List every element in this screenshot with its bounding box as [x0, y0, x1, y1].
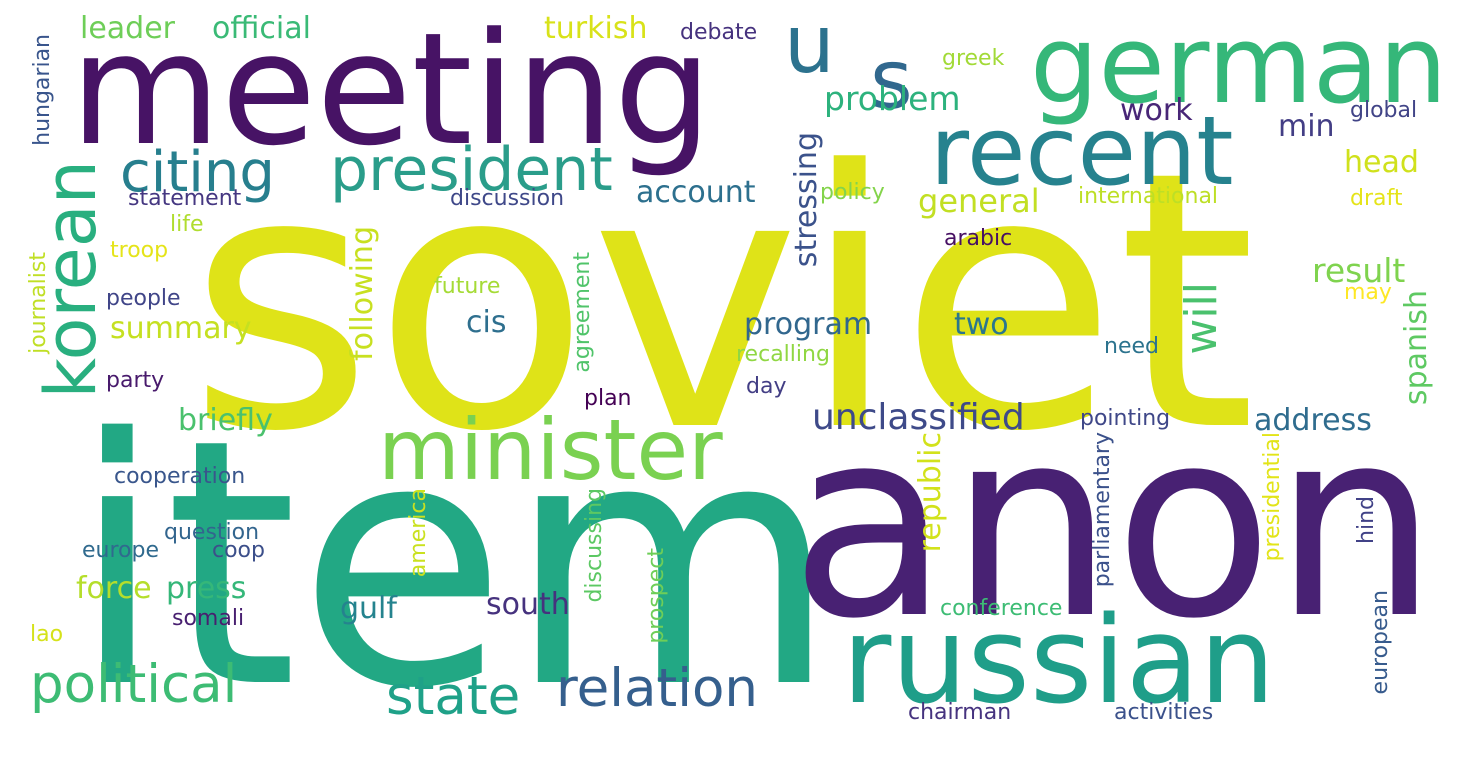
- word-official: official: [212, 11, 311, 46]
- word-state: state: [386, 666, 521, 727]
- word-soviet: soviet: [188, 95, 1257, 509]
- word-result: result: [1312, 251, 1406, 290]
- word-parliamentary: parliamentary: [1090, 432, 1115, 588]
- word-journalist: journalist: [26, 252, 51, 354]
- word-cis: cis: [466, 305, 507, 340]
- word-work: work: [1120, 93, 1193, 128]
- word-statement: statement: [128, 186, 242, 211]
- word-plan: plan: [584, 386, 632, 411]
- word-s: s: [870, 33, 913, 128]
- word-cloud: soviet item anon meeting german russian …: [26, 0, 1448, 763]
- word-political: political: [30, 654, 238, 715]
- word-min: min: [1278, 109, 1335, 144]
- word-president: president: [330, 135, 613, 205]
- word-republic: republic: [913, 432, 948, 553]
- word-day: day: [746, 374, 787, 399]
- word-discussion: discussion: [450, 186, 565, 211]
- word-activities: activities: [1114, 700, 1214, 725]
- word-coop: coop: [212, 538, 265, 563]
- word-summary: summary: [110, 311, 252, 346]
- word-greek: greek: [942, 46, 1005, 71]
- word-will: will: [1176, 282, 1227, 355]
- word-unclassified: unclassified: [812, 397, 1025, 438]
- word-item: item: [70, 367, 839, 763]
- word-agreement: agreement: [570, 252, 595, 373]
- word-program: program: [744, 307, 873, 342]
- word-america: america: [406, 488, 431, 578]
- word-global: global: [1350, 98, 1418, 123]
- word-somali: somali: [172, 606, 245, 631]
- word-recalling: recalling: [736, 342, 830, 367]
- word-general: general: [918, 182, 1040, 220]
- word-chairman: chairman: [908, 700, 1012, 725]
- word-discussing: discussing: [582, 488, 607, 603]
- word-minister: minister: [378, 401, 723, 499]
- word-two: two: [954, 307, 1009, 342]
- word-question: question: [164, 520, 260, 545]
- word-need: need: [1104, 334, 1159, 359]
- word-anon: anon: [790, 374, 1438, 676]
- word-lao: lao: [30, 622, 64, 647]
- word-hungarian: hungarian: [30, 34, 55, 146]
- word-conference: conference: [940, 596, 1063, 621]
- word-troop: troop: [110, 238, 169, 263]
- word-europe: europe: [82, 538, 159, 563]
- word-hind: hind: [1354, 496, 1379, 544]
- word-briefly: briefly: [178, 403, 273, 438]
- word-arabic: arabic: [944, 226, 1013, 251]
- word-european: european: [1368, 590, 1393, 695]
- word-relation: relation: [556, 658, 758, 719]
- word-citing: citing: [120, 140, 275, 205]
- word-stressing: stressing: [789, 132, 824, 268]
- word-presidential: presidential: [1260, 432, 1285, 562]
- word-cooperation: cooperation: [114, 464, 246, 489]
- word-spanish: spanish: [1399, 290, 1434, 406]
- word-south: south: [486, 587, 570, 622]
- word-press: press: [166, 571, 247, 606]
- word-head: head: [1344, 145, 1419, 180]
- word-life: life: [170, 212, 204, 237]
- word-international: international: [1078, 184, 1219, 209]
- word-debate: debate: [680, 20, 758, 45]
- word-address: address: [1254, 403, 1372, 438]
- word-german: german: [1030, 3, 1448, 128]
- word-draft: draft: [1350, 186, 1403, 211]
- word-u: u: [784, 0, 835, 91]
- word-party: party: [106, 368, 165, 393]
- word-recent: recent: [930, 97, 1234, 207]
- word-prospect: prospect: [644, 548, 669, 644]
- word-account: account: [636, 175, 756, 210]
- word-meeting: meeting: [70, 0, 713, 180]
- word-russian: russian: [842, 592, 1276, 731]
- word-turkish: turkish: [544, 11, 648, 46]
- word-gulf: gulf: [340, 591, 397, 626]
- word-future: future: [434, 274, 501, 299]
- word-may: may: [1344, 280, 1392, 305]
- word-people: people: [106, 286, 181, 311]
- word-pointing: pointing: [1080, 406, 1171, 431]
- word-problem: problem: [824, 79, 961, 118]
- word-force: force: [76, 571, 152, 606]
- word-leader: leader: [80, 11, 176, 46]
- word-policy: policy: [820, 180, 885, 205]
- word-following: following: [345, 226, 380, 361]
